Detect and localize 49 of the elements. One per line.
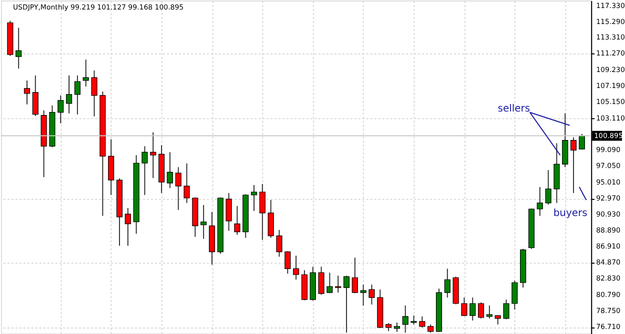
candlestick (82, 59, 89, 87)
candlestick (24, 80, 30, 105)
candlestick (478, 302, 484, 319)
annotation: buyers (553, 208, 588, 219)
annotation: sellers (498, 103, 530, 114)
candlestick (343, 275, 350, 334)
candlestick (184, 162, 190, 204)
candlestick (368, 284, 375, 306)
candlestick (150, 132, 156, 179)
candlestick (234, 205, 240, 236)
candlestick (352, 257, 358, 294)
candlestick (142, 146, 148, 196)
candlestick (545, 170, 552, 206)
candlestick (503, 299, 510, 320)
candlestick (32, 75, 38, 116)
candlestick (326, 272, 333, 294)
candlestick (536, 186, 543, 216)
candlestick (461, 297, 468, 317)
candlestick (562, 112, 568, 168)
candlestick (66, 75, 72, 114)
candlestick (402, 305, 408, 334)
candlestick (16, 27, 22, 70)
candlestick (58, 94, 64, 124)
candlestick (394, 322, 400, 332)
candlestick (124, 207, 131, 246)
candlestick (250, 184, 258, 212)
candlestick (284, 250, 291, 274)
candlestick (175, 166, 182, 210)
candlestick (166, 152, 173, 189)
candlestick (470, 297, 476, 321)
candlestick (259, 184, 266, 240)
candlestick (335, 275, 342, 294)
candlestick (108, 138, 114, 196)
candlestick (360, 284, 366, 306)
candlestick (419, 316, 426, 328)
candlestick (268, 199, 274, 238)
candlestick (293, 255, 300, 280)
candlestick (570, 136, 577, 194)
candlestick (512, 280, 518, 310)
candlestick (486, 305, 492, 319)
candlestick (276, 229, 282, 258)
candlestick (494, 314, 501, 325)
candlestick (578, 133, 585, 150)
candlestick (74, 75, 80, 115)
candlestick (444, 268, 450, 298)
candlestick (200, 204, 207, 240)
candlestick (91, 70, 98, 117)
candlestick (318, 266, 324, 296)
candlestick (226, 192, 232, 232)
